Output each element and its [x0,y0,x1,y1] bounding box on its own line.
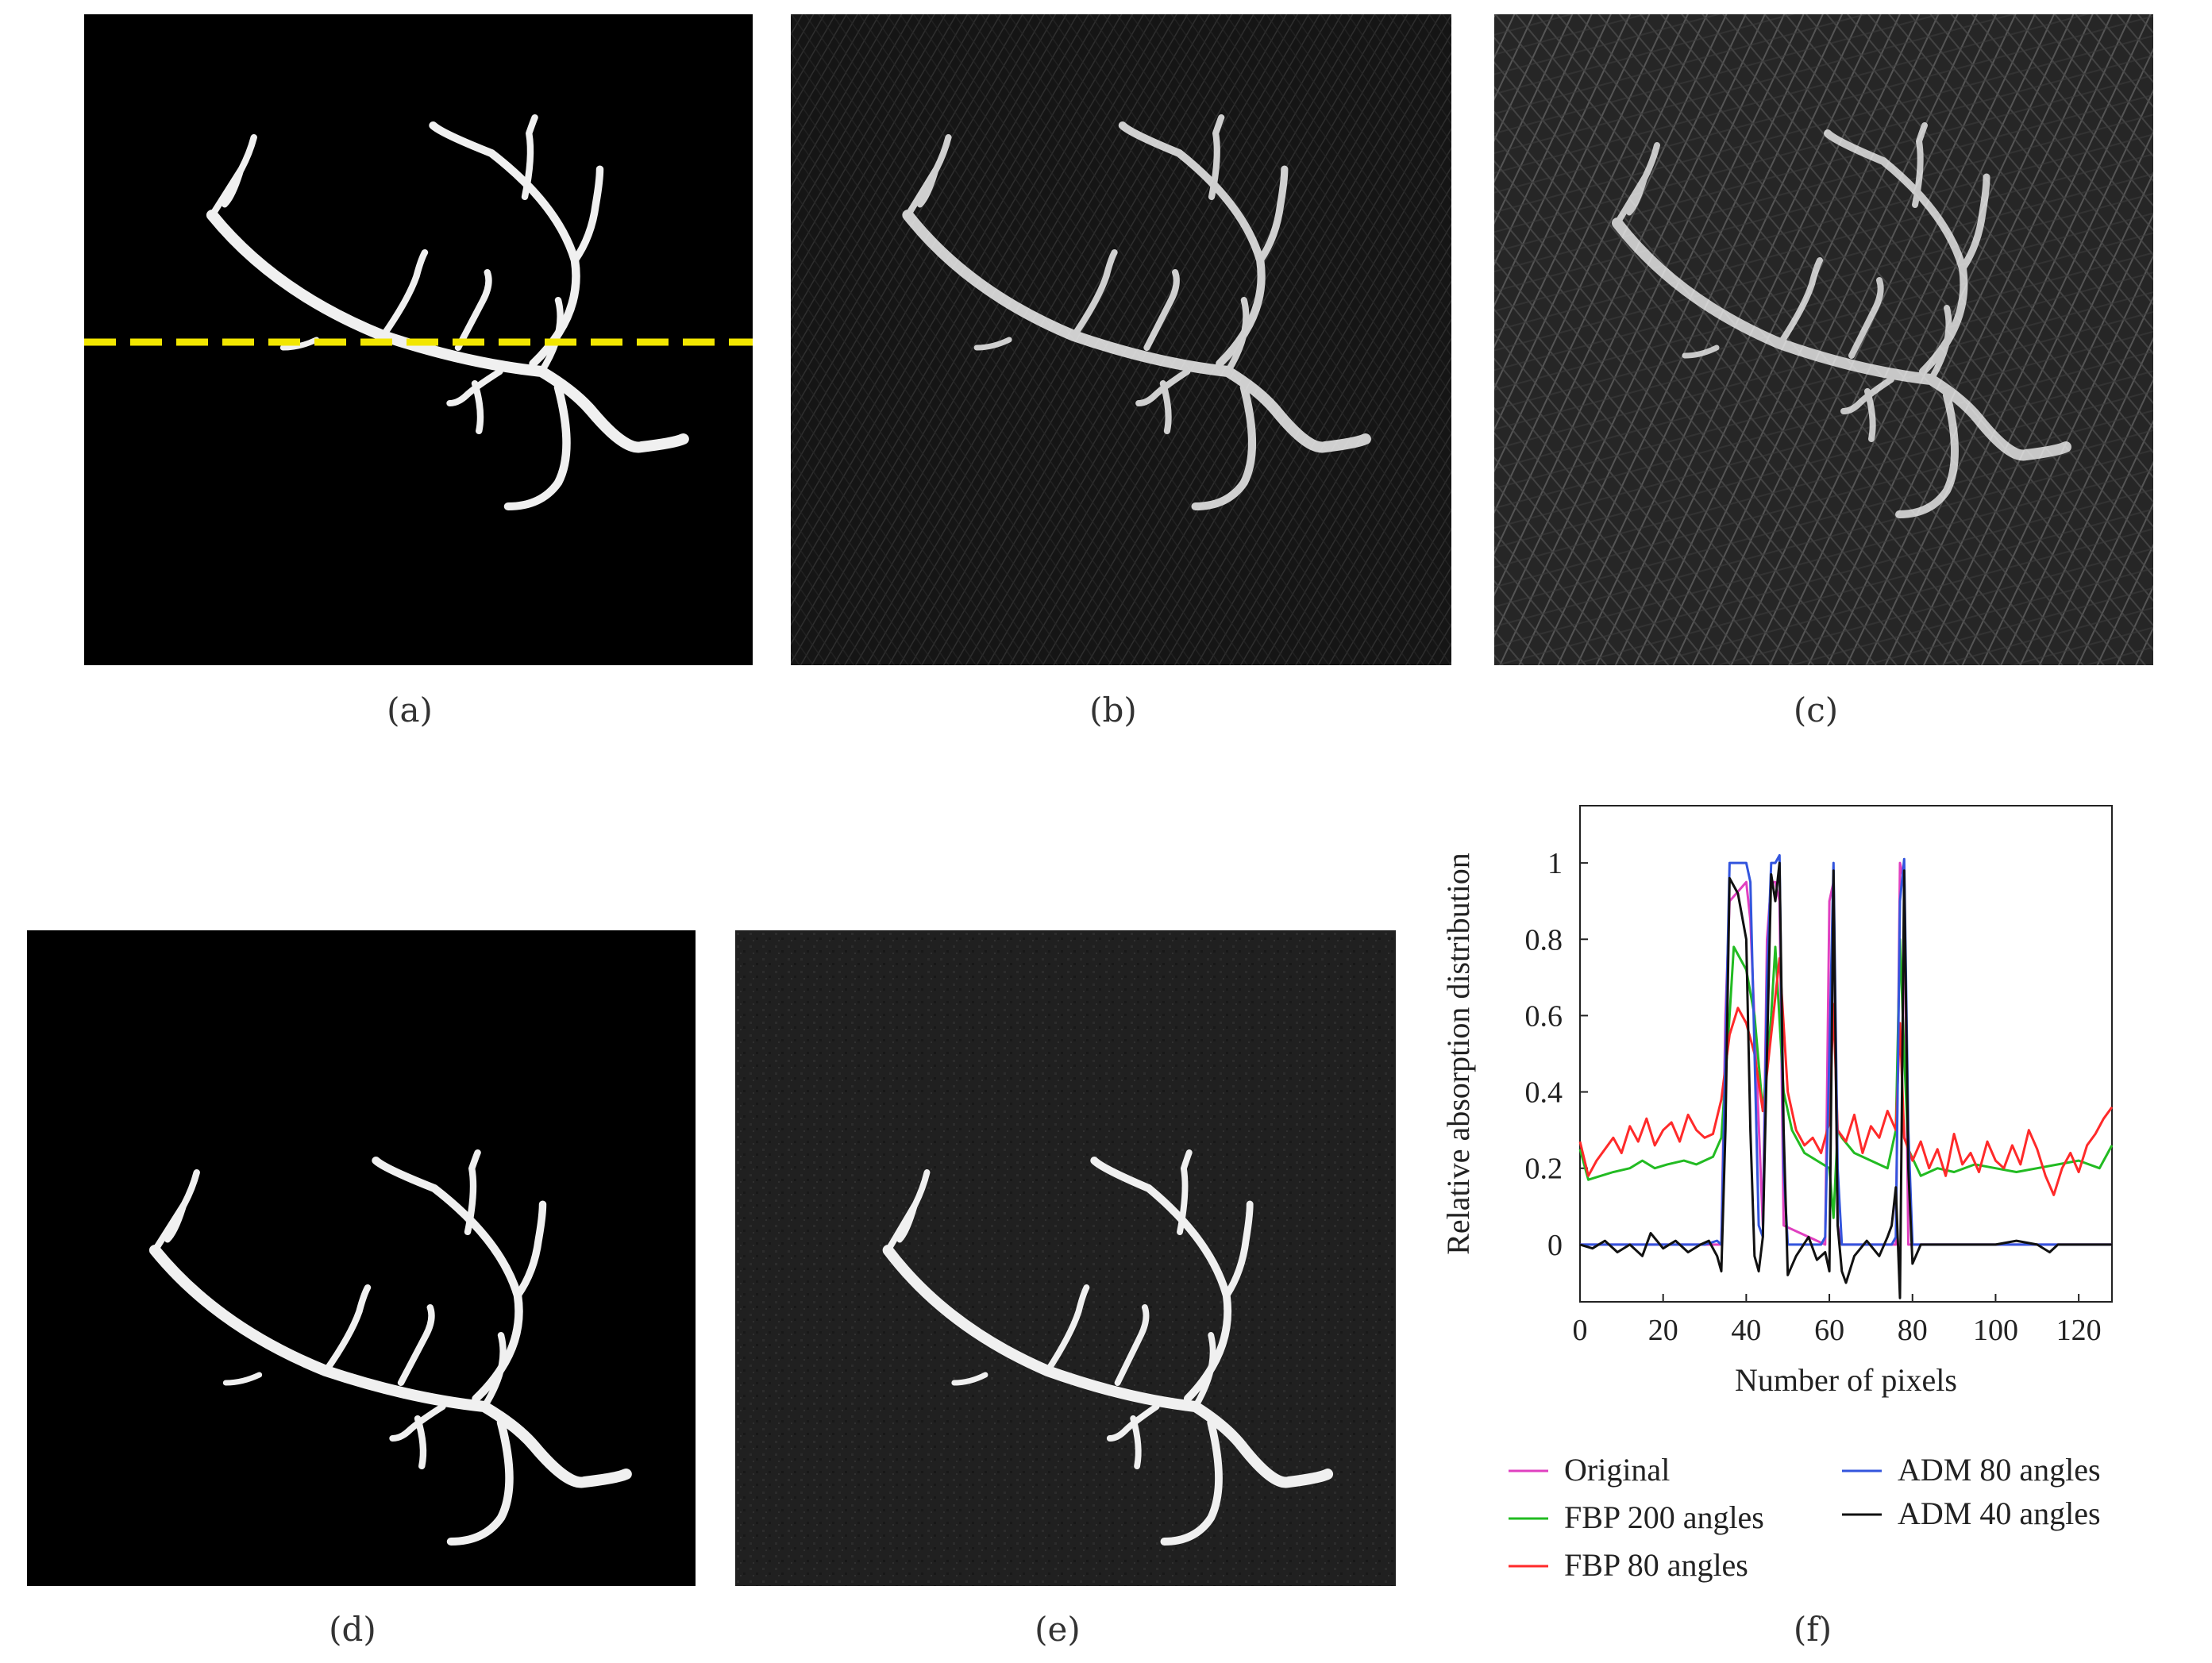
series-line-adm-80-angles [1580,854,2112,1246]
x-tick-label: 60 [1814,1314,1844,1347]
panel-b-image [791,14,1451,665]
x-tick-label: 120 [2056,1314,2102,1347]
caption-f: (f) [1793,1610,1832,1649]
series-line-original [1580,861,2112,1246]
caption-b: (b) [1089,691,1137,729]
panel-c-image [1494,14,2153,665]
panel-d-image [27,930,696,1586]
x-tick-label: 80 [1898,1314,1928,1347]
legend-label-fbp-80-angles: FBP 80 angles [1564,1547,1748,1583]
caption-a: (a) [387,691,433,729]
panel-e-image [735,930,1396,1586]
legend-label-fbp-200-angles: FBP 200 angles [1564,1499,1764,1535]
y-tick-label: 0.6 [1525,999,1563,1033]
legend-label-original: Original [1564,1452,1670,1488]
panel-a-svg [84,14,753,665]
series-line-adm-40-angles [1579,861,2112,1299]
profile-chart: 0 20 40 60 80 100 120 0 0.2 0.4 0.6 0.8 1 Number of p… [1413,794,2212,1651]
y-tick-label: 0.8 [1525,923,1563,957]
y-tick-label: 1 [1547,847,1563,880]
panel-e-svg [735,930,1396,1586]
plot-frame [1579,805,2113,1303]
y-tick-label: 0.4 [1525,1076,1563,1110]
series-line-fbp-80-angles [1578,957,2114,1196]
panel-c-svg [1494,14,2153,665]
y-tick-label: 0.2 [1525,1153,1563,1186]
x-tick-label: 20 [1648,1314,1678,1347]
panel-b-svg [791,14,1451,665]
profile-chart-svg: 0 20 40 60 80 100 120 0 0.2 0.4 0.6 0.8 1 Number of p… [1440,805,2114,1583]
series-line-fbp-200-angles [1578,937,2114,1219]
x-tick-label: 0 [1573,1314,1588,1347]
panel-a-image [84,14,753,665]
caption-d: (d) [329,1610,376,1649]
y-axis-title: Relative absorption distribution [1440,853,1476,1255]
panel-d-svg [27,930,696,1586]
x-axis-title: Number of pixels [1735,1362,1957,1398]
caption-e: (e) [1035,1610,1081,1649]
legend-label-adm-80-angles: ADM 80 angles [1898,1452,2101,1488]
x-tick-label: 100 [1973,1314,2018,1347]
y-tick-label: 0 [1547,1229,1563,1262]
caption-c: (c) [1793,691,1839,729]
legend-label-adm-40-angles: ADM 40 angles [1898,1496,2101,1531]
x-tick-label: 40 [1731,1314,1761,1347]
